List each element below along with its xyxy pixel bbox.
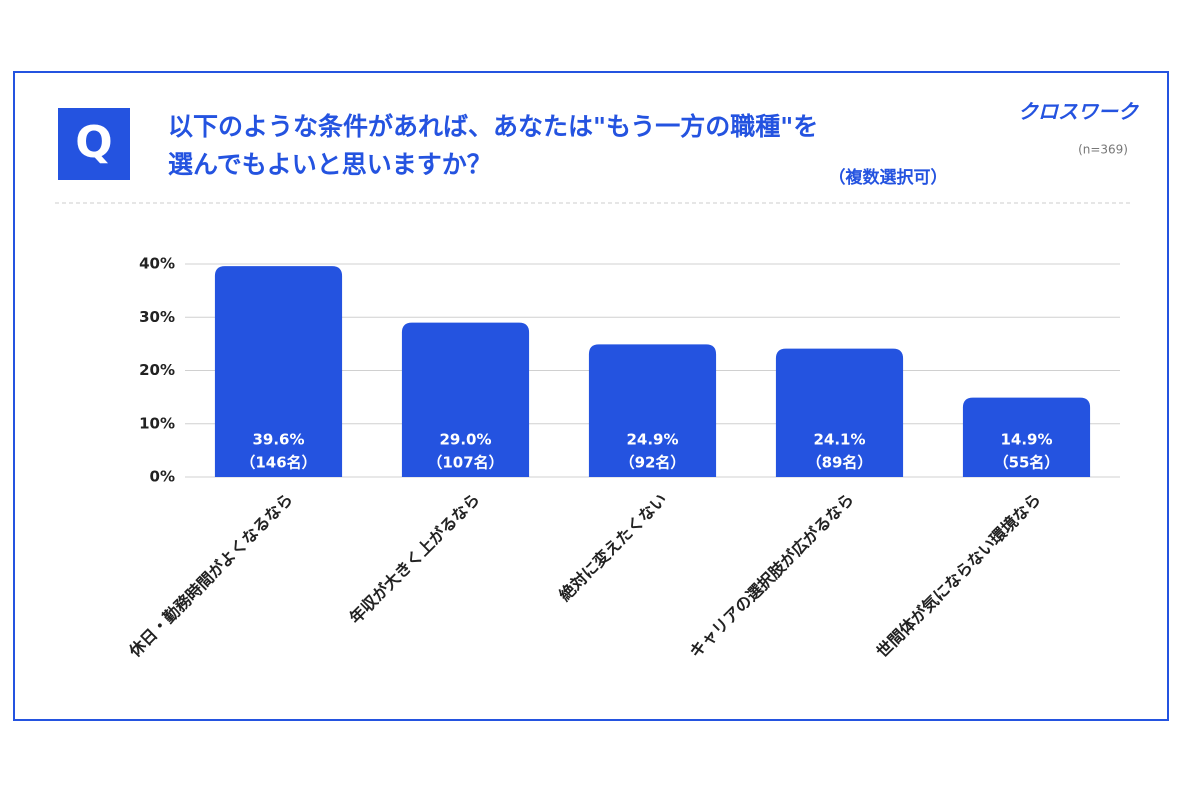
x-tick-label: 年収が大きく上がるなら <box>346 490 484 628</box>
chart-title: 以下のような条件があれば、あなたは"もう一方の職種"を <box>168 112 818 141</box>
count-label: （92名） <box>620 454 686 472</box>
bar <box>214 266 343 477</box>
value-label: 14.9% <box>1000 431 1052 449</box>
note: （複数選択可） <box>829 167 948 188</box>
count-label: （89名） <box>807 454 873 472</box>
value-label: 29.0% <box>439 431 491 449</box>
bar <box>401 322 530 477</box>
value-label: 24.1% <box>813 431 865 449</box>
chart-title: 選んでもよいと思いますか？ <box>168 150 492 179</box>
x-tick-label: キャリアの選択肢が広がるなら <box>686 490 858 662</box>
x-tick-label: 世間体が気にならない環境なら <box>873 490 1045 662</box>
brand-logo: クロスワーク <box>1018 100 1140 124</box>
value-label: 24.9% <box>626 431 678 449</box>
value-label: 39.6% <box>252 431 304 449</box>
count-label: （146名） <box>240 454 316 472</box>
bar <box>775 348 904 477</box>
sample-size: (n=369) <box>1078 143 1128 157</box>
x-tick-label: 絶対に変えたくない <box>555 490 670 605</box>
count-label: （55名） <box>994 454 1060 472</box>
bar <box>962 397 1091 477</box>
count-label: （107名） <box>427 454 503 472</box>
y-tick-label: 0% <box>150 468 175 486</box>
y-tick-label: 10% <box>139 414 175 432</box>
bar <box>588 344 717 477</box>
y-tick-label: 40% <box>139 255 175 273</box>
y-tick-label: 30% <box>139 308 175 326</box>
x-tick-label: 休日・勤務時間がよくなるなら <box>125 490 297 662</box>
q-letter: Q <box>75 117 112 168</box>
frame <box>13 71 1169 721</box>
y-tick-label: 20% <box>139 361 175 379</box>
q-badge <box>58 108 130 180</box>
